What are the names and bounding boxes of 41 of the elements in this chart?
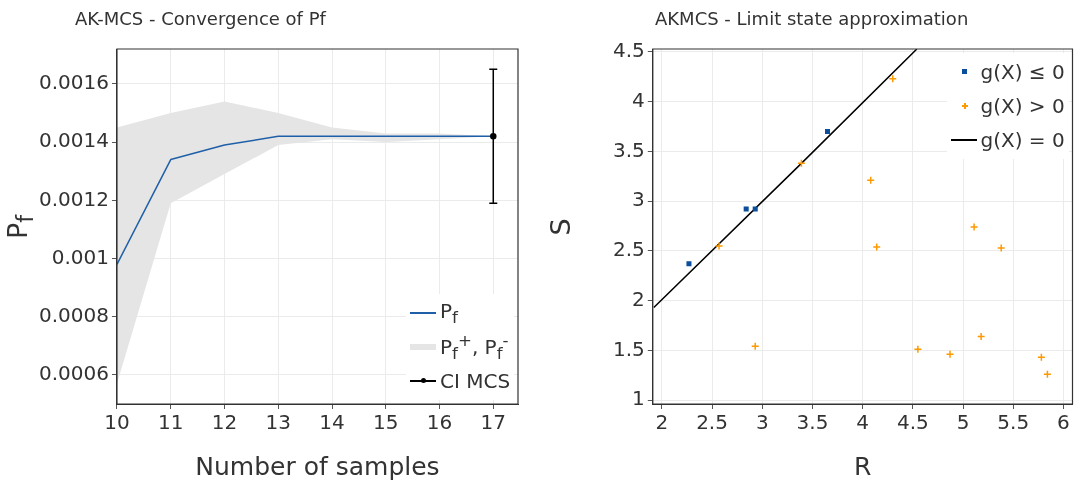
x-tick-label: 14 xyxy=(319,410,345,435)
x-tick-label: 15 xyxy=(373,410,399,435)
x-tick-label: 4 xyxy=(856,410,870,435)
x-tick-label: 6 xyxy=(1057,410,1070,435)
y-tick-label: 0.0008 xyxy=(39,302,109,327)
y-tick-label: 4 xyxy=(632,87,645,112)
y-tick-label: 0.0016 xyxy=(39,70,109,95)
y-tick-label: 3 xyxy=(632,187,645,212)
x-tick-label: 12 xyxy=(211,410,238,435)
chart-title: AKMCS - Limit state approximation xyxy=(655,8,969,29)
legend-label: P$_{f}$ xyxy=(440,299,458,327)
x-tick-label: 2.5 xyxy=(696,410,728,435)
x-tick-label: 17 xyxy=(480,410,506,435)
x-tick-label: 5 xyxy=(956,410,970,435)
x-tick-label: 16 xyxy=(426,410,453,435)
y-tick-label: 2.5 xyxy=(612,237,645,262)
legend-label: g(X) = 0 xyxy=(980,128,1065,152)
y-tick-label: 0.0006 xyxy=(39,361,109,386)
x-tick-label: 3.5 xyxy=(796,410,829,435)
x-tick-label: 10 xyxy=(104,410,130,435)
x-axis-title: Number of samples xyxy=(195,452,440,481)
legend-label: g(X) > 0 xyxy=(980,94,1065,118)
y-tick-label: 1 xyxy=(632,386,645,411)
x-tick-label: 4.5 xyxy=(896,410,929,435)
y-tick-label: 1.5 xyxy=(612,336,645,361)
y-tick-label: 0.0012 xyxy=(39,186,109,211)
x-tick-label: 3 xyxy=(755,410,769,435)
x-tick-label: 13 xyxy=(265,410,291,435)
x-tick-label: 11 xyxy=(158,410,184,435)
y-tick-label: 3.5 xyxy=(612,137,645,162)
legend-label: g(X) ≤ 0 xyxy=(980,60,1065,84)
x-axis-title: R xyxy=(853,452,872,481)
y-tick-label: 0.0014 xyxy=(39,128,109,153)
y-tick-label: 0.001 xyxy=(51,244,109,269)
y-tick-label: 2 xyxy=(632,286,645,311)
x-tick-label: 2 xyxy=(655,410,669,435)
chart-title: AK-MCS - Convergence of Pf xyxy=(75,8,326,29)
y-tick-label: 4.5 xyxy=(612,38,645,63)
y-axis-title: S xyxy=(544,217,576,236)
x-tick-label: 5.5 xyxy=(997,410,1030,435)
legend-label: CI MCS xyxy=(440,369,511,393)
